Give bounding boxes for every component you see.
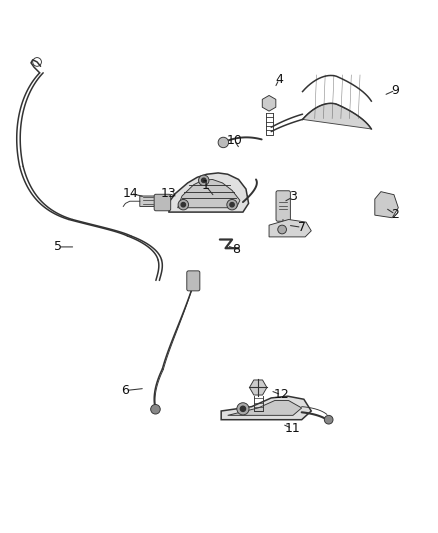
Circle shape <box>240 406 246 411</box>
Circle shape <box>230 203 234 207</box>
Polygon shape <box>269 220 311 237</box>
Text: 14: 14 <box>123 187 138 200</box>
Text: 11: 11 <box>284 422 300 435</box>
Text: 4: 4 <box>275 73 283 86</box>
Polygon shape <box>250 380 267 395</box>
Circle shape <box>237 403 249 415</box>
Circle shape <box>324 415 333 424</box>
Polygon shape <box>140 196 159 206</box>
Text: 6: 6 <box>121 384 129 397</box>
Text: 2: 2 <box>391 208 399 221</box>
Polygon shape <box>303 103 371 129</box>
Circle shape <box>278 225 286 234</box>
Polygon shape <box>375 192 398 218</box>
Text: 8: 8 <box>233 243 240 256</box>
FancyBboxPatch shape <box>187 271 200 291</box>
Circle shape <box>151 405 160 414</box>
Text: 12: 12 <box>273 389 289 401</box>
Circle shape <box>178 199 188 210</box>
Circle shape <box>201 178 206 182</box>
Text: 5: 5 <box>54 240 62 253</box>
Polygon shape <box>262 95 276 111</box>
Circle shape <box>181 203 185 207</box>
FancyBboxPatch shape <box>154 194 171 211</box>
Polygon shape <box>228 400 302 415</box>
Polygon shape <box>178 180 240 208</box>
Text: 13: 13 <box>160 187 176 200</box>
Text: 10: 10 <box>226 134 242 147</box>
Text: 3: 3 <box>289 190 297 204</box>
Polygon shape <box>169 173 249 212</box>
Text: 7: 7 <box>298 221 306 234</box>
Text: 9: 9 <box>391 84 399 96</box>
Text: 1: 1 <box>202 180 210 192</box>
Circle shape <box>198 175 209 185</box>
Circle shape <box>218 137 229 148</box>
Polygon shape <box>221 396 311 419</box>
FancyBboxPatch shape <box>276 191 290 221</box>
Circle shape <box>227 199 237 210</box>
